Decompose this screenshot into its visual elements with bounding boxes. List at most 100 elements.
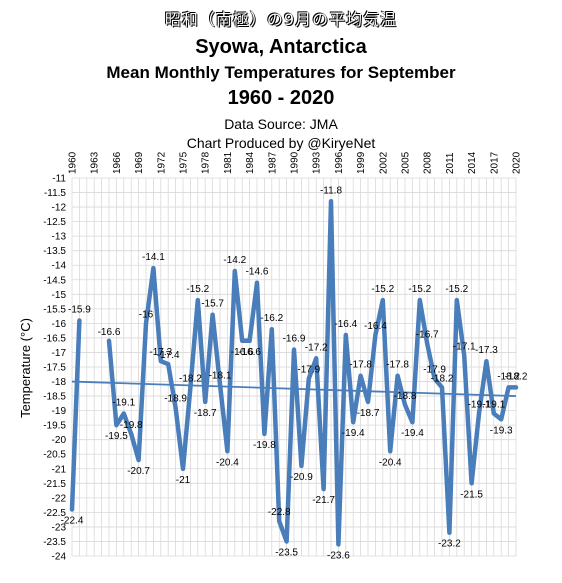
data-point	[477, 412, 481, 416]
y-tick-label: -22.5	[43, 508, 66, 519]
data-label: -18.8	[394, 391, 417, 402]
x-tick-label: 1999	[356, 151, 367, 174]
x-tick-label: 1993	[312, 151, 323, 174]
x-tick-label: 1987	[267, 151, 278, 174]
data-point	[433, 377, 437, 381]
y-tick-label: -15.5	[43, 304, 66, 315]
chart-producer: Chart Produced by @KiryeNet	[186, 135, 376, 151]
data-label: -20.9	[290, 472, 313, 483]
y-tick-label: -16	[52, 319, 67, 330]
series-layer	[69, 199, 519, 547]
data-point	[492, 412, 496, 416]
data-label: -23.5	[275, 547, 298, 558]
y-tick-label: -13	[52, 232, 67, 243]
y-tick-label: -21	[52, 464, 67, 475]
chart-subtitle: Mean Monthly Temperatures for September	[106, 63, 456, 82]
data-point	[410, 420, 414, 424]
data-point	[270, 327, 274, 331]
data-label: -23.2	[438, 539, 461, 550]
data-label: -19.4	[401, 428, 424, 439]
y-tick-label: -12	[52, 203, 67, 214]
x-tick-label: 2011	[445, 152, 456, 174]
chart-title: Syowa, Antarctica	[195, 36, 367, 58]
data-label: -19.4	[342, 428, 365, 439]
data-point	[499, 417, 503, 421]
y-tick-label: -17.5	[43, 363, 66, 374]
data-label: -21.7	[312, 495, 335, 506]
x-tick-label: 2020	[512, 151, 523, 174]
data-label: -17.3	[475, 345, 498, 356]
data-point	[329, 199, 333, 203]
data-point	[211, 313, 215, 317]
data-point	[196, 298, 200, 302]
data-source: Data Source: JMA	[224, 116, 338, 132]
y-axis-label: Temperature (°C)	[18, 318, 33, 418]
data-point	[381, 298, 385, 302]
data-point	[70, 507, 74, 511]
y-tick-label: -19	[52, 406, 67, 417]
data-point	[447, 531, 451, 535]
data-label: -18.2	[431, 373, 454, 384]
data-point	[285, 539, 289, 543]
data-label: -15.2	[371, 284, 394, 295]
chart-period: 1960 - 2020	[227, 87, 335, 109]
x-tick-label: 2002	[378, 151, 389, 174]
data-point	[218, 382, 222, 386]
data-point	[322, 487, 326, 491]
chart-titles: 昭和（南極）の9月の平均気温 Syowa, Antarctica Mean Mo…	[0, 6, 562, 151]
data-label: -16.2	[260, 313, 283, 324]
data-point	[314, 356, 318, 360]
data-point	[366, 400, 370, 404]
data-point	[514, 385, 518, 389]
data-point	[203, 400, 207, 404]
data-label: -17.4	[157, 350, 180, 361]
data-label: -14.2	[223, 255, 246, 266]
x-tick-label: 1981	[223, 151, 234, 174]
data-label: -19.5	[105, 431, 128, 442]
data-label: -19.1	[468, 400, 491, 411]
y-tick-label: -21.5	[43, 479, 66, 490]
data-label: -21.5	[460, 489, 483, 500]
data-label: -15.2	[445, 284, 468, 295]
y-tick-label: -12.5	[43, 217, 66, 228]
data-point	[373, 333, 377, 337]
y-tick-label: -20	[52, 435, 67, 446]
y-tick-label: -18	[52, 377, 67, 388]
data-point	[292, 348, 296, 352]
data-point	[359, 374, 363, 378]
data-point	[248, 339, 252, 343]
data-label: -19.8	[120, 420, 143, 431]
data-point	[174, 406, 178, 410]
data-label: -16.4	[334, 319, 357, 330]
data-label: -22.8	[268, 507, 291, 518]
data-label: -23.6	[327, 550, 350, 561]
data-label: -18.2	[497, 371, 520, 382]
data-label: -14.6	[246, 267, 269, 278]
data-point	[129, 432, 133, 436]
data-point	[107, 339, 111, 343]
data-label: -20.4	[216, 457, 239, 468]
y-tick-label: -18.5	[43, 392, 66, 403]
series-line	[106, 199, 519, 547]
y-tick-label: -15	[52, 290, 67, 301]
x-tick-label: 1972	[156, 151, 167, 174]
data-label: -15.2	[186, 284, 209, 295]
data-point	[233, 269, 237, 273]
data-label: -11.8	[320, 185, 342, 196]
x-tick-label: 1975	[179, 151, 190, 174]
data-label: -17.1	[453, 341, 476, 352]
data-label: -17.8	[349, 360, 372, 371]
data-point	[166, 362, 170, 366]
y-tick-label: -23.5	[43, 537, 66, 548]
x-tick-label: 1969	[134, 151, 145, 174]
data-point	[299, 464, 303, 468]
y-tick-label: -11.5	[44, 188, 66, 199]
data-point	[114, 423, 118, 427]
y-tick-label: -23	[52, 522, 67, 533]
data-label: -17.2	[305, 342, 328, 353]
data-point	[351, 420, 355, 424]
x-tick-label: 1996	[334, 151, 345, 174]
x-tick-label: 2017	[489, 151, 500, 174]
data-point	[188, 385, 192, 389]
